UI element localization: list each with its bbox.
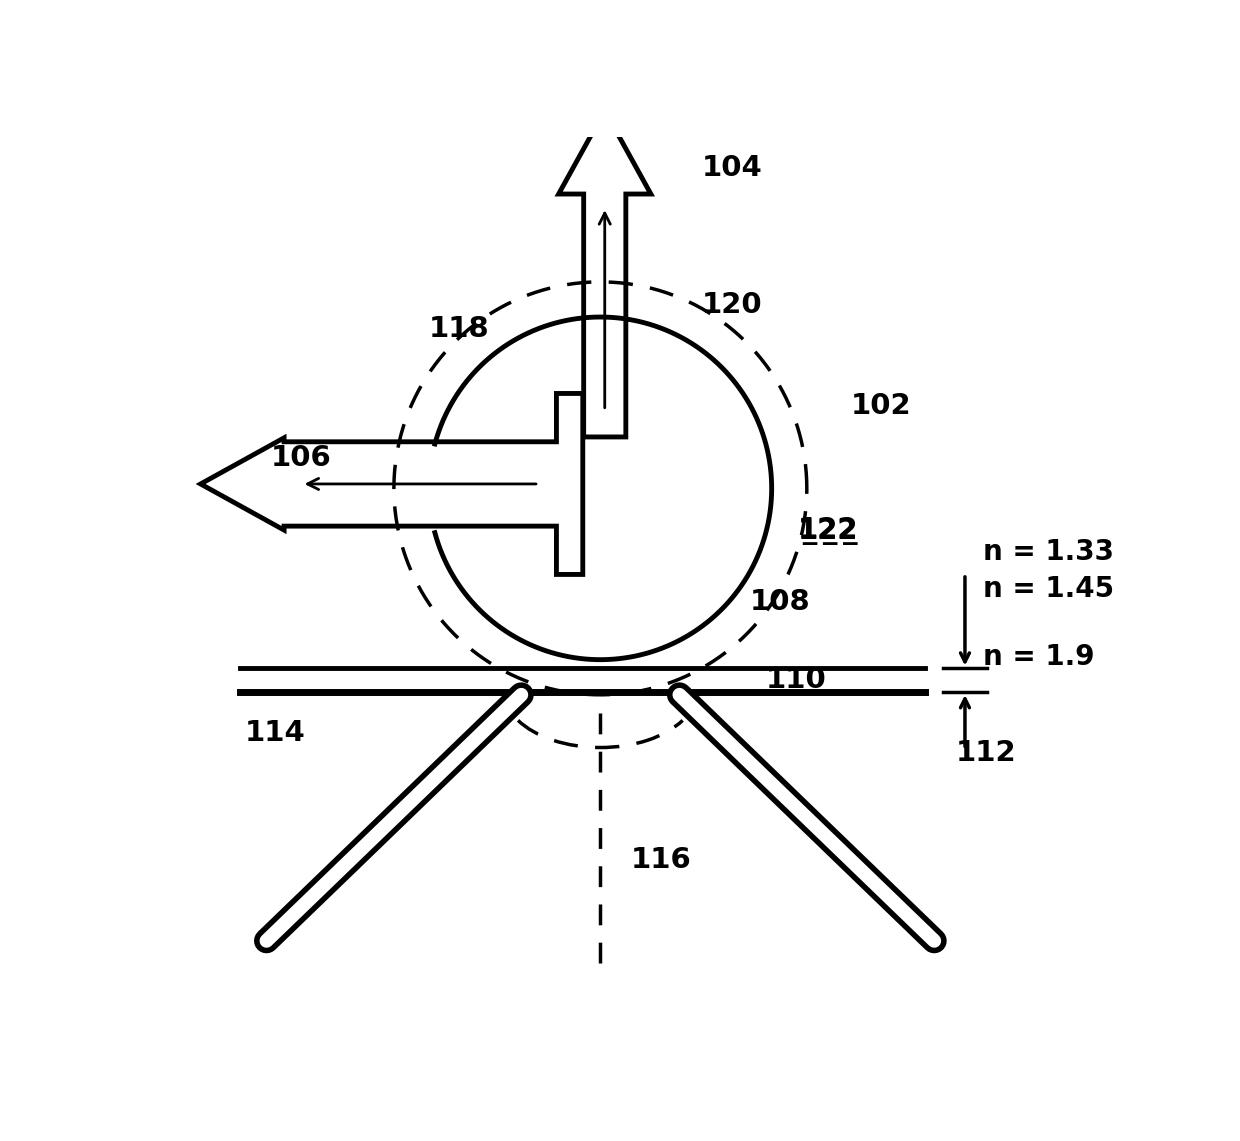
Text: 102: 102 xyxy=(851,391,911,420)
Text: 108: 108 xyxy=(750,588,810,616)
Text: n = 1.9: n = 1.9 xyxy=(982,644,1094,671)
Text: n = 1.33: n = 1.33 xyxy=(982,537,1114,566)
Text: 112: 112 xyxy=(956,738,1017,767)
Text: 1̲2̲2̲: 1̲2̲2̲ xyxy=(799,518,858,545)
Text: 118: 118 xyxy=(429,315,490,343)
Text: 1̲1̲0̲: 1̲1̲0̲ xyxy=(765,666,826,695)
Text: 106: 106 xyxy=(270,444,331,472)
Text: 116: 116 xyxy=(631,845,692,874)
Text: 114: 114 xyxy=(244,719,305,747)
Text: 120: 120 xyxy=(702,291,763,318)
Text: n = 1.45: n = 1.45 xyxy=(982,575,1114,602)
Text: 104: 104 xyxy=(702,154,763,183)
Text: 122: 122 xyxy=(799,518,858,545)
